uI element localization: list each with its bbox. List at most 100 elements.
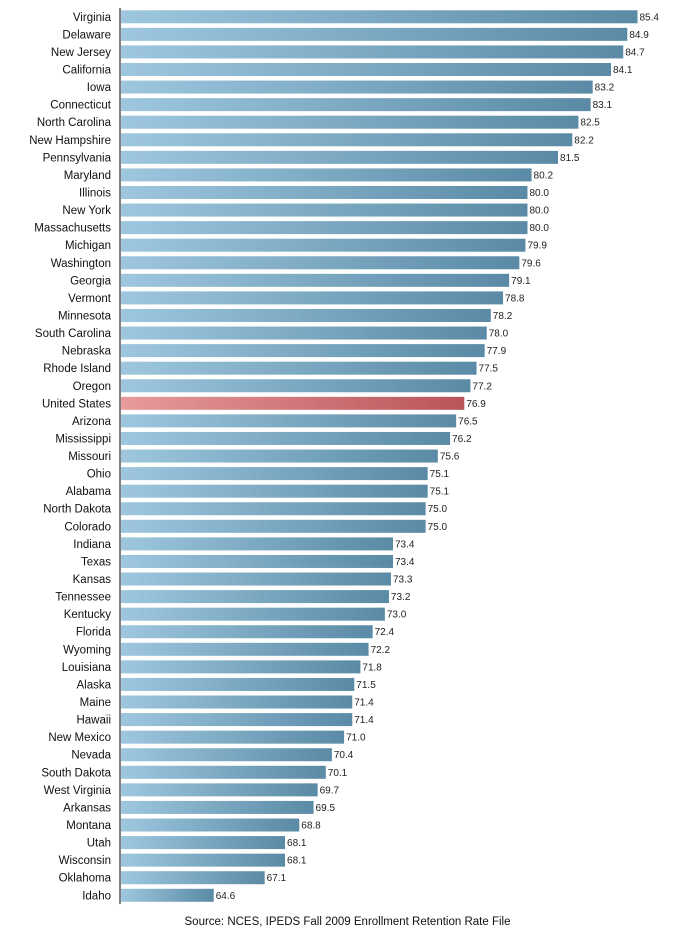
value-label-hawaii: 71.4 — [354, 715, 374, 726]
value-label-south-dakota: 70.1 — [328, 768, 348, 779]
category-label-texas: Texas — [81, 556, 111, 568]
bar-alaska — [121, 677, 355, 691]
value-label-delaware: 84.9 — [629, 30, 649, 41]
category-label-missouri: Missouri — [68, 451, 111, 463]
bar-virginia — [121, 10, 638, 24]
bar-michigan — [121, 238, 526, 252]
bar-illinois — [121, 185, 528, 199]
bar-massachusetts — [121, 221, 528, 235]
value-label-west-virginia: 69.7 — [320, 785, 340, 796]
value-label-utah: 68.1 — [287, 838, 307, 849]
bar-colorado — [121, 519, 426, 533]
category-label-kentucky: Kentucky — [64, 609, 112, 621]
source-note: Source: NCES, IPEDS Fall 2009 Enrollment… — [184, 916, 511, 928]
bar-washington — [121, 256, 520, 270]
value-label-new-jersey: 84.7 — [625, 47, 645, 58]
bar-california — [121, 62, 612, 76]
bar-montana — [121, 818, 300, 832]
category-label-indiana: Indiana — [73, 539, 111, 551]
category-label-united-states: United States — [42, 398, 111, 410]
bar-south-dakota — [121, 765, 326, 779]
category-label-california: California — [62, 64, 111, 76]
value-label-idaho: 64.6 — [216, 891, 236, 902]
category-label-montana: Montana — [66, 820, 111, 832]
category-label-virginia: Virginia — [73, 12, 112, 24]
value-label-oregon: 77.2 — [472, 381, 492, 392]
bar-louisiana — [121, 660, 361, 674]
value-label-united-states: 76.9 — [466, 399, 486, 410]
value-label-ohio: 75.1 — [430, 469, 450, 480]
category-label-connecticut: Connecticut — [50, 100, 112, 112]
category-label-rhode-island: Rhode Island — [43, 363, 111, 375]
category-label-washington: Washington — [51, 258, 111, 270]
value-label-nebraska: 77.9 — [487, 346, 507, 357]
value-label-montana: 68.8 — [301, 821, 321, 832]
category-label-new-hampshire: New Hampshire — [29, 135, 111, 147]
bar-mississippi — [121, 431, 451, 445]
value-label-iowa: 83.2 — [595, 83, 615, 94]
value-label-kentucky: 73.0 — [387, 610, 407, 621]
value-label-oklahoma: 67.1 — [267, 873, 287, 884]
category-label-hawaii: Hawaii — [76, 715, 111, 727]
bar-arizona — [121, 414, 457, 428]
value-label-virginia: 85.4 — [640, 12, 660, 23]
bar-south-carolina — [121, 326, 487, 340]
category-label-minnesota: Minnesota — [58, 310, 112, 322]
bar-north-dakota — [121, 502, 426, 516]
category-label-arizona: Arizona — [72, 416, 112, 428]
bar-idaho — [121, 888, 214, 902]
value-label-california: 84.1 — [613, 65, 633, 76]
category-label-nevada: Nevada — [71, 750, 111, 762]
bar-vermont — [121, 291, 504, 305]
value-label-new-mexico: 71.0 — [346, 733, 366, 744]
value-label-wisconsin: 68.1 — [287, 856, 307, 867]
category-label-tennessee: Tennessee — [55, 592, 111, 604]
bar-pennsylvania — [121, 150, 559, 164]
value-label-nevada: 70.4 — [334, 750, 354, 761]
bar-texas — [121, 554, 394, 568]
category-label-alaska: Alaska — [76, 679, 111, 691]
bar-alabama — [121, 484, 428, 498]
bar-maine — [121, 695, 353, 709]
category-label-new-mexico: New Mexico — [48, 732, 111, 744]
category-label-west-virginia: West Virginia — [44, 785, 112, 797]
bar-rhode-island — [121, 361, 477, 375]
value-label-florida: 72.4 — [375, 627, 395, 638]
category-label-colorado: Colorado — [64, 521, 111, 533]
category-label-ohio: Ohio — [87, 469, 111, 481]
value-label-vermont: 78.8 — [505, 293, 525, 304]
value-label-north-carolina: 82.5 — [580, 118, 600, 129]
value-label-illinois: 80.0 — [529, 188, 549, 199]
category-label-new-jersey: New Jersey — [51, 47, 111, 59]
category-label-wyoming: Wyoming — [63, 644, 111, 656]
category-label-illinois: Illinois — [79, 187, 111, 199]
category-label-louisiana: Louisiana — [62, 662, 112, 674]
value-label-michigan: 79.9 — [527, 241, 547, 252]
value-label-arkansas: 69.5 — [316, 803, 336, 814]
bar-oklahoma — [121, 871, 265, 885]
category-label-florida: Florida — [76, 627, 112, 639]
category-label-maryland: Maryland — [64, 170, 111, 182]
category-label-georgia: Georgia — [70, 275, 112, 287]
bar-missouri — [121, 449, 438, 463]
bar-nebraska — [121, 344, 485, 358]
bar-utah — [121, 836, 286, 850]
value-label-alabama: 75.1 — [430, 487, 450, 498]
value-label-massachusetts: 80.0 — [529, 223, 549, 234]
bar-new-hampshire — [121, 133, 573, 147]
category-label-oregon: Oregon — [73, 381, 111, 393]
value-label-minnesota: 78.2 — [493, 311, 513, 322]
bar-new-mexico — [121, 730, 345, 744]
bar-georgia — [121, 273, 510, 287]
category-label-vermont: Vermont — [68, 293, 112, 305]
category-label-oklahoma: Oklahoma — [59, 873, 112, 885]
category-label-wisconsin: Wisconsin — [59, 855, 111, 867]
bar-tennessee — [121, 590, 389, 604]
value-label-louisiana: 71.8 — [362, 662, 382, 673]
bar-florida — [121, 625, 373, 639]
value-label-new-york: 80.0 — [529, 206, 549, 217]
value-label-mississippi: 76.2 — [452, 434, 472, 445]
value-label-arizona: 76.5 — [458, 416, 478, 427]
category-label-pennsylvania: Pennsylvania — [43, 152, 112, 164]
